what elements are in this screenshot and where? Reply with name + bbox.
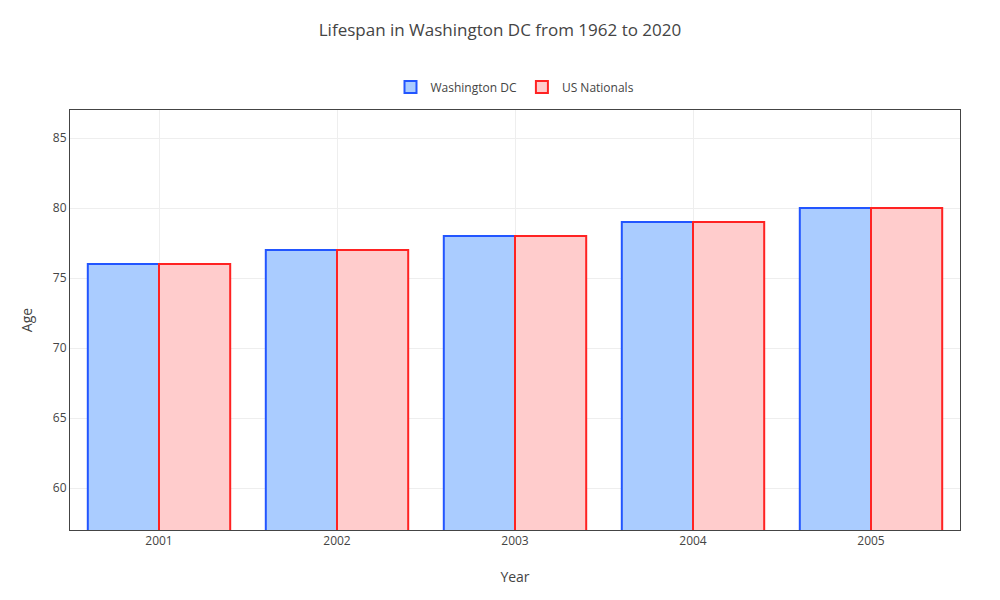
svg-text:70: 70 xyxy=(53,339,67,356)
svg-text:2004: 2004 xyxy=(679,532,707,549)
svg-text:Lifespan in Washington DC from: Lifespan in Washington DC from 1962 to 2… xyxy=(319,18,682,41)
svg-text:2002: 2002 xyxy=(323,532,351,549)
svg-text:60: 60 xyxy=(53,479,67,496)
svg-text:2003: 2003 xyxy=(501,532,529,549)
svg-text:2005: 2005 xyxy=(857,532,885,549)
svg-text:85: 85 xyxy=(53,129,67,146)
svg-text:75: 75 xyxy=(53,269,67,286)
svg-text:Washington DC: Washington DC xyxy=(431,79,517,96)
svg-text:Year: Year xyxy=(500,567,529,586)
svg-text:80: 80 xyxy=(53,199,67,216)
svg-text:US Nationals: US Nationals xyxy=(562,79,634,96)
svg-text:2001: 2001 xyxy=(145,532,172,549)
svg-text:65: 65 xyxy=(53,409,67,426)
svg-text:Age: Age xyxy=(17,308,36,332)
